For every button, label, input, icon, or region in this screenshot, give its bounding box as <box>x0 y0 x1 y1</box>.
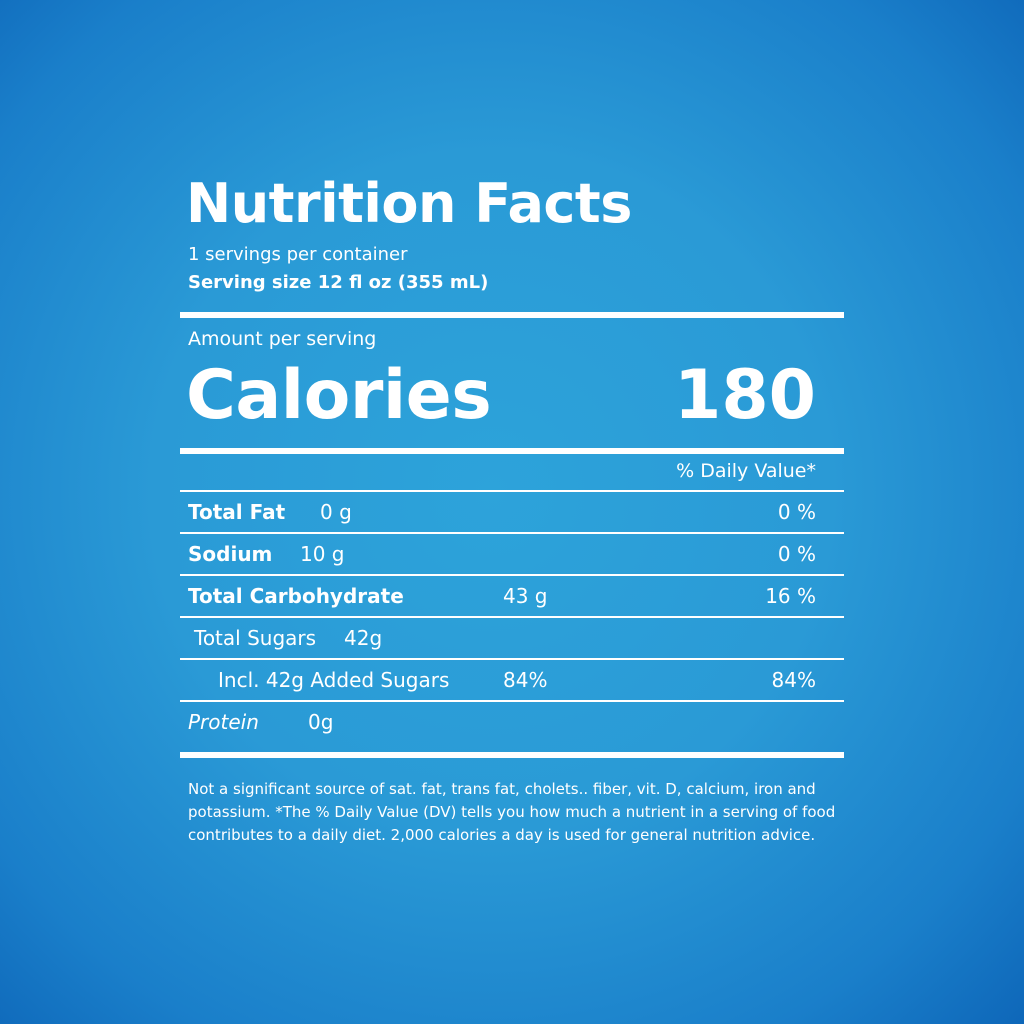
nutrient-label: Total Carbohydrate <box>188 584 404 608</box>
nutrient-row: Total Fat 0 g 0 % <box>180 492 844 534</box>
nutrient-row: Total Carbohydrate 43 g 16 % <box>180 576 844 618</box>
nutrient-row: Incl. 42g Added Sugars 84% 84% <box>180 660 844 702</box>
amount-label: Amount per serving <box>188 328 377 350</box>
divider <box>180 658 844 660</box>
nutrient-amount: 42g <box>344 626 383 650</box>
nutrient-amount: 84% <box>503 668 548 692</box>
divider <box>180 448 844 454</box>
calories-label: Calories <box>186 356 492 435</box>
nutrient-amount: 0 g <box>320 500 352 524</box>
title: Nutrition Facts <box>186 172 632 235</box>
divider <box>180 490 844 492</box>
nutrient-row: Total Sugars 42g <box>180 618 844 660</box>
nutrient-label: Incl. 42g Added Sugars <box>218 668 450 692</box>
divider <box>180 574 844 576</box>
divider <box>180 312 844 318</box>
nutrient-label: Sodium <box>188 542 273 566</box>
nutrient-dv: 0 % <box>777 500 816 524</box>
nutrient-dv: 16 % <box>765 584 816 608</box>
divider <box>180 700 844 702</box>
nutrient-amount: 43 g <box>503 584 548 608</box>
nutrient-amount: 0g <box>308 710 334 734</box>
nutrient-row: Protein 0g <box>180 702 844 744</box>
divider <box>180 752 844 758</box>
nutrient-label: Total Fat <box>188 500 286 524</box>
nutrient-dv: 0 % <box>777 542 816 566</box>
serving-size: Serving size 12 fl oz (355 mL) <box>188 272 489 293</box>
nutrient-label: Total Sugars <box>194 626 317 650</box>
nutrient-amount: 10 g <box>300 542 345 566</box>
divider <box>180 532 844 534</box>
divider <box>180 616 844 618</box>
daily-value-header: % Daily Value* <box>676 460 816 482</box>
calories-value: 180 <box>674 356 816 435</box>
nutrient-dv: 84% <box>771 668 816 692</box>
nutrient-label: Protein <box>188 710 259 734</box>
footnote: Not a significant source of sat. fat, tr… <box>188 780 836 844</box>
servings: 1 servings per container <box>188 244 408 265</box>
nutrient-row: Sodium 10 g 0 % <box>180 534 844 576</box>
